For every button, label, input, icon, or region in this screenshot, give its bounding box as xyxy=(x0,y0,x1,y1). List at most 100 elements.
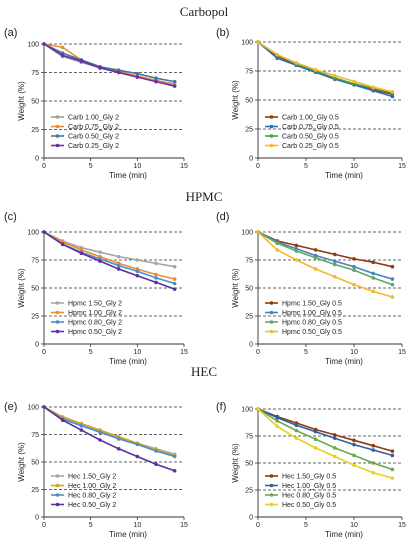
y-axis-label: Weight (%) xyxy=(17,268,26,308)
legend-marker xyxy=(269,115,274,119)
data-point xyxy=(172,79,177,84)
data-point xyxy=(42,230,46,234)
chart-panel-0: (a) 0 25 50 75 100 0 5 10 15 Time (min) Weight (%) C… xyxy=(4,27,188,180)
legend-marker xyxy=(269,143,274,148)
data-point xyxy=(333,259,337,263)
data-point xyxy=(352,268,356,272)
y-tick-label: 100 xyxy=(241,40,253,47)
legend-marker xyxy=(55,320,60,324)
legend-entry: Hpmc 0.80_Gly 0.5 xyxy=(282,320,342,327)
data-point xyxy=(352,438,356,443)
data-point xyxy=(79,59,84,63)
data-point xyxy=(275,56,280,61)
series-line xyxy=(257,408,393,452)
legend-entry: Carb 0.25_Gly 2 xyxy=(68,143,119,150)
series-line xyxy=(257,408,393,471)
series-line xyxy=(43,43,175,83)
legend-entry: Hec 1.50_Gly 0.5 xyxy=(282,474,336,481)
legend-entry: Hec 1.00_Gly 2 xyxy=(68,483,116,490)
panel-label: (c) xyxy=(4,211,17,223)
x-tick-label: 0 xyxy=(42,522,46,529)
panel-label: (e) xyxy=(4,401,17,413)
y-tick-label: 50 xyxy=(31,99,39,106)
x-tick-label: 10 xyxy=(350,522,358,529)
data-point xyxy=(313,267,318,271)
data-point xyxy=(333,436,337,440)
data-point xyxy=(256,40,260,44)
legend-entry: Hpmc 0.50_Gly 0.5 xyxy=(282,329,342,336)
panel-label: (d) xyxy=(216,211,229,223)
legend-entry: Hpmc 1.00_Gly 2 xyxy=(68,310,122,317)
data-point xyxy=(352,282,356,287)
data-point xyxy=(294,243,299,248)
data-point xyxy=(79,423,84,428)
series-line xyxy=(43,406,175,458)
x-tick-label: 10 xyxy=(350,163,358,170)
data-point xyxy=(313,255,318,260)
data-point xyxy=(172,277,177,281)
legend-entry: Hec 0.80_Gly 2 xyxy=(68,493,116,500)
data-point xyxy=(390,476,395,480)
x-tick-label: 10 xyxy=(133,349,141,356)
section-title-hpmc: HPMC xyxy=(186,189,223,204)
data-point xyxy=(98,430,102,435)
legend-marker xyxy=(269,301,274,305)
x-tick-label: 5 xyxy=(304,522,308,529)
data-point xyxy=(60,418,65,423)
data-point xyxy=(172,287,177,291)
data-point xyxy=(79,428,84,432)
data-point xyxy=(390,467,395,472)
data-point xyxy=(154,261,158,266)
x-tick-label: 15 xyxy=(398,163,406,170)
x-tick-label: 15 xyxy=(180,163,188,170)
data-point xyxy=(135,273,140,278)
y-tick-label: 50 xyxy=(245,98,253,105)
data-point xyxy=(98,66,102,70)
legend-entry: Carb 1.00_Gly 2 xyxy=(68,115,119,122)
series-line xyxy=(257,41,393,98)
y-tick-label: 100 xyxy=(241,230,253,237)
legend-marker xyxy=(55,474,60,478)
data-point xyxy=(333,73,337,78)
data-point xyxy=(294,428,299,433)
legend-marker xyxy=(55,493,60,497)
legend-marker xyxy=(55,301,60,305)
legend-entry: Carb 0.75_Gly 2 xyxy=(68,124,119,131)
y-axis-label: Weight (%) xyxy=(231,268,240,308)
y-tick-label: 25 xyxy=(31,487,39,494)
legend-entry: Hpmc 0.80_Gly 2 xyxy=(68,320,122,327)
data-point xyxy=(275,248,280,252)
panel-label: (f) xyxy=(216,401,226,413)
legend-marker xyxy=(55,124,60,129)
legend-entry: Hpmc 1.50_Gly 0.5 xyxy=(282,301,342,308)
data-point xyxy=(313,248,318,252)
data-point xyxy=(98,250,102,254)
y-axis-label: Weight (%) xyxy=(17,81,26,121)
y-tick-label: 25 xyxy=(31,127,39,134)
series-line xyxy=(43,231,175,280)
legend-entry: Hec 0.50_Gly 0.5 xyxy=(282,502,336,509)
legend-entry: Hec 1.00_Gly 0.5 xyxy=(282,483,336,490)
legend-marker xyxy=(55,310,60,315)
series-line xyxy=(257,231,393,268)
y-axis-label: Weight (%) xyxy=(231,80,240,120)
y-tick-label: 25 xyxy=(31,314,39,321)
data-point xyxy=(98,438,102,442)
data-point xyxy=(256,230,260,234)
y-tick-label: 100 xyxy=(27,42,39,49)
data-point xyxy=(333,275,337,279)
y-tick-label: 75 xyxy=(245,258,253,265)
x-tick-label: 10 xyxy=(350,349,358,356)
x-tick-label: 15 xyxy=(180,349,188,356)
data-point xyxy=(294,249,299,253)
panel-label: (b) xyxy=(216,27,229,39)
data-point xyxy=(275,415,280,420)
chart-panel-3: (d) 0 25 50 75 100 0 5 10 15 Time (min) Weight (%) H… xyxy=(216,211,406,366)
y-tick-label: 100 xyxy=(27,405,39,412)
data-point xyxy=(135,258,140,262)
data-point xyxy=(313,437,318,442)
data-point xyxy=(172,469,177,473)
y-tick-label: 75 xyxy=(245,434,253,441)
y-tick-label: 0 xyxy=(35,342,39,349)
data-point xyxy=(154,276,158,280)
